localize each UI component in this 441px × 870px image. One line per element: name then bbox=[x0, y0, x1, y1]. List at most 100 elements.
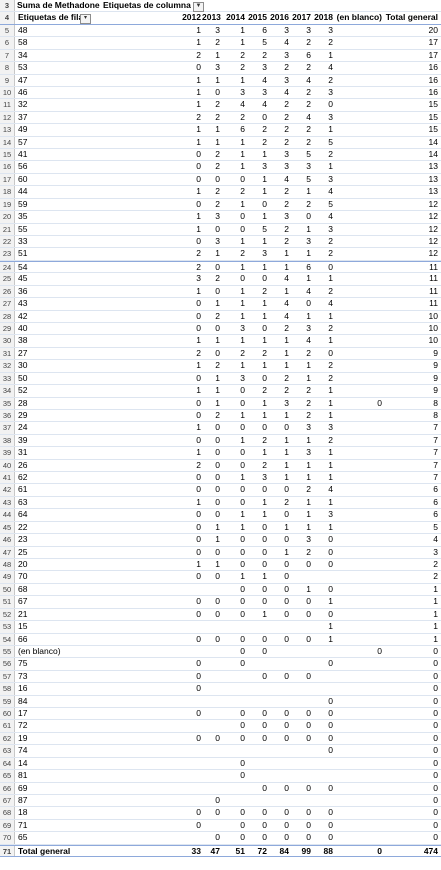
row-label[interactable]: 34 bbox=[18, 49, 28, 60]
value-cell[interactable]: 1 bbox=[240, 472, 245, 483]
value-cell[interactable]: 0 bbox=[433, 782, 438, 793]
value-cell[interactable] bbox=[269, 683, 289, 694]
value-cell[interactable]: 0 bbox=[196, 670, 201, 681]
value-cell[interactable]: 16 bbox=[428, 86, 438, 97]
row-number[interactable]: 13 bbox=[0, 124, 15, 136]
value-cell[interactable]: 0 bbox=[215, 509, 220, 520]
value-cell[interactable]: 12 bbox=[428, 236, 438, 247]
value-cell[interactable]: 3 bbox=[284, 149, 289, 160]
value-cell[interactable]: 0 bbox=[306, 782, 311, 793]
value-cell[interactable]: 0 bbox=[196, 819, 201, 830]
value-cell[interactable] bbox=[313, 770, 333, 781]
value-cell[interactable]: 0 bbox=[196, 149, 201, 160]
value-cell[interactable]: 2 bbox=[306, 397, 311, 408]
row-label[interactable]: 55 bbox=[18, 223, 28, 234]
value-cell[interactable]: 0 bbox=[328, 546, 333, 557]
value-cell[interactable]: 8 bbox=[433, 409, 438, 420]
row-number[interactable]: 12 bbox=[0, 111, 15, 124]
value-cell[interactable]: 2 bbox=[284, 62, 289, 73]
row-number[interactable]: 52 bbox=[0, 608, 15, 621]
value-cell[interactable]: 1 bbox=[196, 136, 201, 147]
value-cell[interactable]: 2 bbox=[215, 111, 220, 122]
value-cell[interactable]: 2 bbox=[284, 385, 289, 396]
row-label[interactable]: 24 bbox=[18, 422, 28, 433]
value-cell[interactable]: 0 bbox=[262, 558, 267, 569]
value-cell[interactable]: 0 bbox=[306, 633, 311, 644]
value-cell[interactable]: 0 bbox=[240, 459, 245, 470]
row-label[interactable]: 67 bbox=[18, 596, 28, 607]
value-cell[interactable]: 1 bbox=[284, 261, 289, 272]
value-cell[interactable] bbox=[171, 621, 201, 632]
row-number[interactable]: 58 bbox=[0, 683, 15, 695]
value-cell[interactable]: 0 bbox=[240, 223, 245, 234]
row-label[interactable]: 38 bbox=[18, 335, 28, 346]
column-header[interactable]: 2016 bbox=[270, 12, 289, 23]
value-cell[interactable] bbox=[336, 497, 382, 508]
value-cell[interactable] bbox=[247, 658, 267, 669]
value-cell[interactable]: 1 bbox=[306, 248, 311, 259]
value-cell[interactable]: 1 bbox=[284, 409, 289, 420]
value-cell[interactable]: 1 bbox=[196, 335, 201, 346]
row-label[interactable]: 16 bbox=[18, 683, 28, 694]
value-cell[interactable] bbox=[336, 298, 382, 309]
value-cell[interactable]: 0 bbox=[284, 732, 289, 743]
value-cell[interactable] bbox=[291, 795, 311, 806]
row-number[interactable]: 7 bbox=[0, 49, 15, 62]
row-number[interactable]: 37 bbox=[0, 422, 15, 434]
row-label[interactable]: 64 bbox=[18, 509, 28, 520]
value-cell[interactable]: 1 bbox=[196, 447, 201, 458]
value-cell[interactable] bbox=[336, 25, 382, 36]
value-cell[interactable]: 4 bbox=[433, 534, 438, 545]
value-cell[interactable] bbox=[221, 621, 245, 632]
value-cell[interactable]: 17 bbox=[428, 37, 438, 48]
value-cell[interactable]: 1 bbox=[262, 335, 267, 346]
row-number[interactable]: 60 bbox=[0, 708, 15, 720]
value-cell[interactable]: 0 bbox=[284, 422, 289, 433]
row-label[interactable]: 74 bbox=[18, 745, 28, 756]
value-cell[interactable]: 0 bbox=[284, 708, 289, 719]
row-label[interactable]: 15 bbox=[18, 621, 28, 632]
row-label[interactable]: 32 bbox=[18, 99, 28, 110]
value-cell[interactable]: 1 bbox=[328, 633, 333, 644]
value-cell[interactable]: 3 bbox=[433, 546, 438, 557]
row-number[interactable]: 71 bbox=[0, 845, 15, 857]
value-cell[interactable]: 2 bbox=[306, 409, 311, 420]
value-cell[interactable] bbox=[336, 832, 382, 843]
value-cell[interactable]: 1 bbox=[306, 459, 311, 470]
row-label[interactable]: 87 bbox=[18, 795, 28, 805]
row-label[interactable]: 58 bbox=[18, 37, 28, 48]
value-cell[interactable]: 3 bbox=[240, 322, 245, 333]
value-cell[interactable]: 0 bbox=[284, 608, 289, 619]
value-cell[interactable]: 1 bbox=[306, 583, 311, 594]
value-cell[interactable]: 0 bbox=[262, 372, 267, 383]
value-cell[interactable] bbox=[247, 745, 267, 756]
value-cell[interactable]: 0 bbox=[328, 819, 333, 830]
value-cell[interactable]: 1 bbox=[328, 335, 333, 346]
value-cell[interactable]: 2 bbox=[328, 149, 333, 160]
value-cell[interactable] bbox=[202, 584, 220, 595]
value-cell[interactable]: 0 bbox=[306, 720, 311, 731]
value-cell[interactable] bbox=[291, 696, 311, 707]
row-number[interactable]: 40 bbox=[0, 459, 15, 472]
value-cell[interactable]: 4 bbox=[262, 99, 267, 110]
value-cell[interactable] bbox=[336, 795, 382, 806]
row-number[interactable]: 23 bbox=[0, 248, 15, 260]
value-cell[interactable]: 0 bbox=[215, 459, 220, 470]
value-cell[interactable]: 2 bbox=[215, 37, 220, 48]
value-cell[interactable]: 1 bbox=[240, 74, 245, 85]
row-number[interactable]: 56 bbox=[0, 658, 15, 670]
value-cell[interactable]: 5 bbox=[262, 223, 267, 234]
value-cell[interactable]: 4 bbox=[306, 335, 311, 346]
value-cell[interactable]: 15 bbox=[428, 111, 438, 122]
value-cell[interactable]: 0 bbox=[262, 596, 267, 607]
value-cell[interactable]: 0 bbox=[433, 708, 438, 719]
row-number[interactable]: 36 bbox=[0, 409, 15, 422]
value-cell[interactable]: 0 bbox=[284, 807, 289, 818]
value-cell[interactable]: 1 bbox=[196, 496, 201, 507]
value-cell[interactable]: 3 bbox=[262, 472, 267, 483]
value-cell[interactable]: 2 bbox=[433, 571, 438, 582]
value-cell[interactable]: 0 bbox=[196, 509, 201, 520]
value-cell[interactable]: 2 bbox=[306, 198, 311, 209]
value-cell[interactable] bbox=[336, 534, 382, 545]
row-label[interactable]: 26 bbox=[18, 459, 28, 470]
